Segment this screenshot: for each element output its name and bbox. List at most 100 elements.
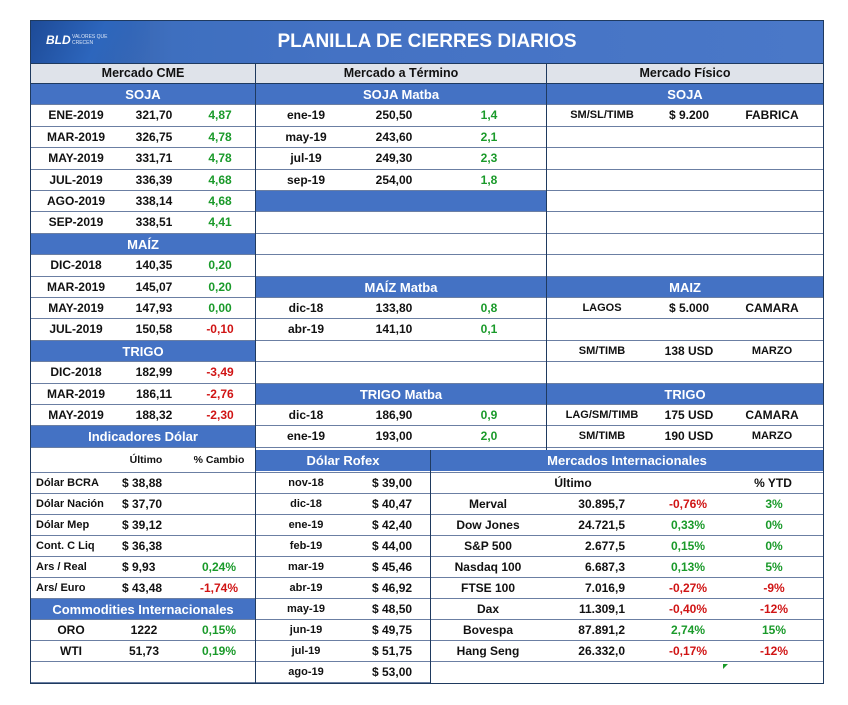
termino-soja-row-change: 1,4 bbox=[480, 108, 498, 123]
cme-maiz-row-price: 140,35 bbox=[135, 258, 173, 273]
cme-row-line bbox=[31, 425, 255, 426]
termino-row-line bbox=[256, 297, 546, 298]
termino-row-line bbox=[256, 147, 546, 148]
rofex-row-line bbox=[256, 535, 430, 536]
rofex-row-month: may-19 bbox=[287, 603, 325, 615]
low-row-line bbox=[31, 619, 255, 620]
cme-row-line bbox=[31, 190, 255, 191]
low-row-line bbox=[31, 472, 255, 473]
fisico-row-line bbox=[547, 361, 823, 362]
cme-maiz-row-contract: DIC-2018 bbox=[50, 258, 102, 273]
cme-row-line bbox=[31, 169, 255, 170]
intl-header: Mercados Internacionales bbox=[431, 449, 823, 471]
cme-maiz-row-price: 147,93 bbox=[135, 301, 173, 315]
fisico-divider bbox=[546, 64, 547, 450]
intl-row-ytd: 15% bbox=[761, 623, 787, 637]
intl-row-value: 2.677,5 bbox=[584, 539, 625, 553]
dolar-header: Indicadores Dólar bbox=[31, 426, 255, 448]
intl-col-ultimo: Último bbox=[554, 476, 592, 490]
termino-maiz-row-contract: dic-18 bbox=[288, 301, 324, 315]
cme-row-line bbox=[31, 104, 255, 105]
fisico-row-line bbox=[547, 340, 823, 341]
rofex-row-value: $ 44,00 bbox=[372, 539, 413, 553]
commodities-header: Commodities Internacionales bbox=[31, 599, 255, 620]
logo-area bbox=[30, 20, 150, 64]
termino-row-line bbox=[256, 383, 546, 384]
intl-row-ytd: 0% bbox=[765, 518, 783, 532]
intl-row-ytd: -12% bbox=[759, 644, 788, 658]
cme-soja-row-change: 4,78 bbox=[208, 151, 232, 166]
low-row-line bbox=[31, 493, 255, 494]
termino-row-line bbox=[256, 425, 546, 426]
intl-row-change: 0,13% bbox=[670, 560, 706, 574]
rofex-row-line bbox=[256, 640, 430, 641]
banner-bottom-line bbox=[30, 63, 824, 64]
rofex-row-value: $ 42,40 bbox=[372, 518, 413, 532]
cme-divider bbox=[255, 64, 256, 684]
fisico-row-line bbox=[547, 147, 823, 148]
rofex-row-value: $ 40,47 bbox=[372, 497, 413, 511]
termino-soja-header: SOJA Matba bbox=[256, 84, 546, 105]
fisico-row-line bbox=[547, 276, 823, 277]
outer-frame bbox=[30, 20, 824, 684]
fisico-trigo-row-price: 190 USD bbox=[664, 429, 714, 444]
fisico-trigo-row-ref: MARZO bbox=[751, 430, 793, 443]
cme-soja-row-contract: SEP-2019 bbox=[48, 215, 104, 230]
cme-maiz-row-contract: MAR-2019 bbox=[46, 279, 106, 294]
low-row-line bbox=[31, 577, 255, 578]
rofex-row-month: mar-19 bbox=[287, 561, 325, 573]
low-row-line bbox=[31, 556, 255, 557]
intl-row-value: 30.895,7 bbox=[578, 497, 625, 511]
rofex-divider bbox=[430, 450, 431, 684]
dolar-row-name: Dólar Nación bbox=[36, 498, 104, 510]
cme-soja-row-contract: ENE-2019 bbox=[48, 108, 104, 123]
cme-trigo-row-change: -2,76 bbox=[206, 386, 234, 401]
intl-row-value: 7.016,9 bbox=[584, 581, 625, 595]
rofex-row-month: dic-18 bbox=[290, 498, 322, 510]
cme-row-line bbox=[31, 361, 255, 362]
commodity-row-value: 1222 bbox=[130, 623, 158, 637]
low-row-line bbox=[31, 535, 255, 536]
termino-soja-row-contract: may-19 bbox=[285, 129, 327, 144]
fisico-trigo-header: TRIGO bbox=[547, 383, 823, 405]
dolar-row-value: $ 9,93 bbox=[122, 560, 156, 574]
fisico-maiz-row-place: LAGOS bbox=[582, 302, 622, 314]
cme-soja-row-price: 338,14 bbox=[135, 194, 173, 208]
cme-soja-row-contract: MAR-2019 bbox=[46, 129, 106, 144]
intl-row-change: -0,27% bbox=[668, 581, 708, 595]
termino-trigo-row-change: 2,0 bbox=[480, 429, 498, 444]
rofex-row-line bbox=[256, 514, 430, 515]
termino-maiz-row-contract: abr-19 bbox=[287, 322, 325, 337]
cme-soja-row-contract: JUL-2019 bbox=[49, 172, 103, 187]
fisico-soja-row-place: SM/SL/TIMB bbox=[570, 109, 634, 122]
intl-row-index: S&P 500 bbox=[464, 539, 512, 553]
termino-maiz-row-change: 0,1 bbox=[480, 322, 498, 337]
termino-row-line bbox=[256, 233, 546, 234]
dolar-row-name: Ars/ Euro bbox=[36, 582, 86, 594]
cme-row-line bbox=[31, 276, 255, 277]
cme-soja-row-change: 4,78 bbox=[208, 129, 232, 144]
fisico-soja-row-ref: FABRICA bbox=[745, 108, 799, 123]
intl-row-line bbox=[431, 619, 823, 620]
header-termino: Mercado a Término bbox=[256, 64, 546, 83]
dolar-col-ultimo: Último bbox=[129, 453, 163, 466]
fisico-row-line bbox=[547, 104, 823, 105]
rofex-row-month: ene-19 bbox=[288, 519, 324, 531]
rofex-row-value: $ 53,00 bbox=[372, 665, 413, 679]
intl-row-change: -0,17% bbox=[668, 644, 708, 658]
termino-trigo-row-contract: ene-19 bbox=[286, 429, 326, 444]
termino-blank-bar bbox=[256, 191, 546, 212]
termino-soja-row-contract: ene-19 bbox=[286, 108, 326, 123]
termino-row-line bbox=[256, 361, 546, 362]
cme-soja-row-price: 326,75 bbox=[135, 129, 173, 144]
rofex-row-month: jun-19 bbox=[289, 624, 323, 636]
termino-row-line bbox=[256, 211, 546, 212]
intl-row-line bbox=[431, 493, 823, 494]
intl-row-line bbox=[431, 514, 823, 515]
rofex-row-month: feb-19 bbox=[289, 540, 323, 552]
low-row-line bbox=[31, 682, 255, 683]
cme-soja-row-price: 336,39 bbox=[135, 172, 173, 187]
fisico-row-line bbox=[547, 425, 823, 426]
cme-trigo-header: TRIGO bbox=[31, 340, 255, 362]
cme-soja-row-price: 338,51 bbox=[135, 215, 173, 230]
